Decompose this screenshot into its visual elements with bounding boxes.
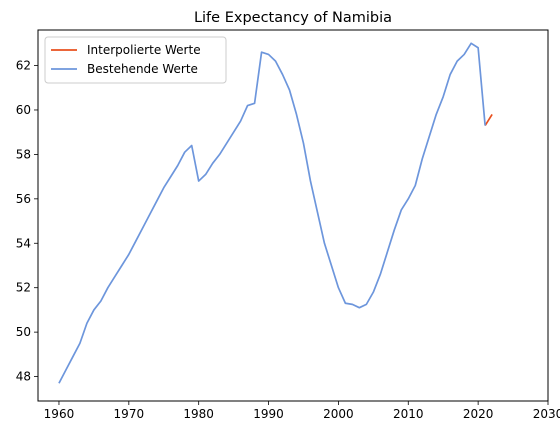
chart-title: Life Expectancy of Namibia	[194, 10, 392, 26]
series-line-interpolated	[484, 113, 493, 126]
x-tick-label: 2000	[323, 407, 354, 421]
series-layer	[58, 42, 493, 384]
series-line-existing	[58, 42, 486, 384]
plot-frame	[37, 29, 549, 402]
y-tick-label: 58	[16, 147, 31, 161]
legend-label-existing: Bestehende Werte	[87, 62, 198, 76]
x-tick-label: 1970	[114, 407, 145, 421]
y-tick-label: 48	[16, 370, 31, 384]
y-tick-label: 54	[16, 236, 31, 250]
y-tick-label: 60	[16, 103, 31, 117]
y-tick-label: 56	[16, 192, 31, 206]
x-tick-label: 1960	[44, 407, 75, 421]
legend-box	[44, 36, 227, 84]
legend: Interpolierte Werte Bestehende Werte	[44, 36, 227, 84]
x-tick-label: 2030	[533, 407, 560, 421]
x-tick-label: 1980	[183, 407, 214, 421]
y-tick-label: 52	[16, 281, 31, 295]
plot-area	[37, 29, 549, 402]
legend-label-interpolated: Interpolierte Werte	[87, 43, 201, 57]
x-tick-label: 1990	[253, 407, 284, 421]
x-tick-label: 2010	[393, 407, 424, 421]
x-axis: 1960 1970 1980 1990 2000 2010 2020 2030	[44, 401, 560, 421]
y-axis: 48 50 52 54 56 58 60 62	[16, 59, 38, 384]
x-tick-label: 2020	[463, 407, 494, 421]
y-tick-label: 50	[16, 325, 31, 339]
y-tick-label: 62	[16, 59, 31, 73]
